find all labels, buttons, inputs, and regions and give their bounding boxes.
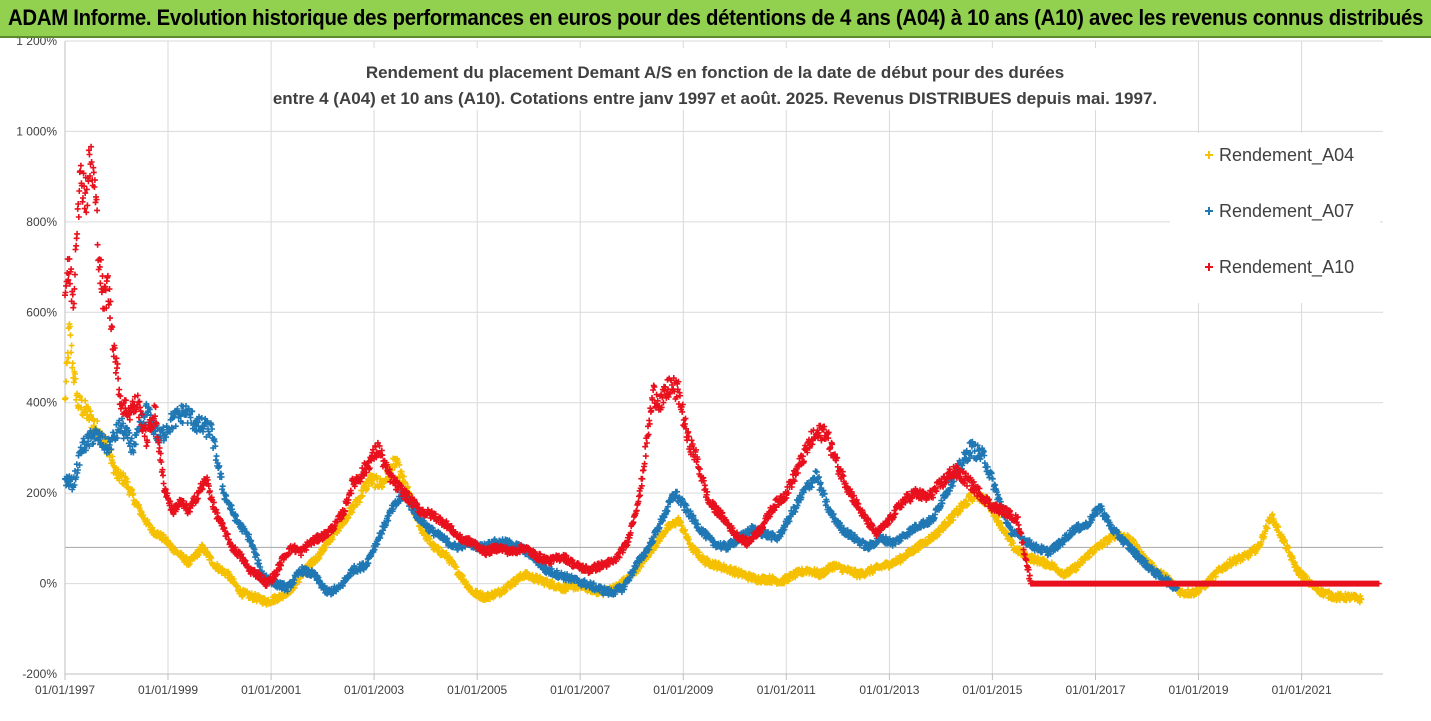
chart-svg: -200% 0% 200% 400% 600% 800% 1 000% 1 200% 01/01…: [16, 38, 1383, 697]
legend-marker: [1205, 263, 1213, 271]
x-tick-label: 01/01/2011: [757, 683, 816, 697]
series-Rendement_A04: [62, 321, 1365, 608]
y-tick-label: 600%: [26, 305, 57, 319]
series-Rendement_A10: [62, 143, 1382, 589]
x-tick-label: 01/01/2013: [859, 683, 919, 697]
legend: Rendement_A04 Rendement_A07 Rendement_A10: [1170, 133, 1380, 303]
report-banner: ADAM Informe. Evolution historique des p…: [0, 0, 1431, 38]
axes: -200% 0% 200% 400% 600% 800% 1 000% 1 200% 01/01…: [16, 38, 1383, 697]
y-tick-label: 200%: [26, 486, 57, 500]
series-markers-Rendement_A04: [62, 321, 1365, 608]
report-title: ADAM Informe. Evolution historique des p…: [8, 5, 1424, 30]
legend-label: Rendement_A07: [1219, 201, 1354, 222]
x-tick-label: 01/01/2001: [241, 683, 301, 697]
series-layer: [62, 143, 1382, 608]
x-tick-label: 01/01/2015: [962, 683, 1022, 697]
x-tick-label: 01/01/1999: [138, 683, 198, 697]
legend-label: Rendement_A10: [1219, 257, 1354, 278]
x-tick-label: 01/01/2019: [1168, 683, 1228, 697]
legend-item-Rendement_A07: Rendement_A07: [1205, 201, 1354, 222]
chart-title-line1: Rendement du placement Demant A/S en fon…: [366, 63, 1064, 82]
legend-item-Rendement_A10: Rendement_A10: [1205, 257, 1354, 278]
series-markers-Rendement_A10: [62, 143, 1382, 589]
legend-box: [1170, 133, 1380, 303]
x-tick-label: 01/01/2021: [1272, 683, 1332, 697]
x-tick-label: 01/01/2003: [344, 683, 404, 697]
x-tick-label: 01/01/2005: [447, 683, 507, 697]
x-tick-label: 01/01/2007: [550, 683, 610, 697]
y-tick-label: -200%: [22, 667, 57, 681]
y-tick-label: 1 200%: [16, 38, 57, 48]
legend-label: Rendement_A04: [1219, 145, 1354, 166]
y-tick-label: 800%: [26, 215, 57, 229]
chart-title-line2: entre 4 (A04) et 10 ans (A10). Cotations…: [273, 89, 1157, 108]
x-tick-label: 01/01/2017: [1065, 683, 1125, 697]
legend-item-Rendement_A04: Rendement_A04: [1205, 145, 1354, 166]
chart-title-area: Rendement du placement Demant A/S en fon…: [273, 48, 1157, 110]
series-markers-Rendement_A07: [62, 400, 1180, 598]
x-tick-label: 01/01/1997: [35, 683, 95, 697]
legend-marker: [1205, 207, 1213, 215]
legend-marker: [1205, 151, 1213, 159]
y-tick-label: 1 000%: [16, 124, 57, 138]
y-tick-label: 400%: [26, 396, 57, 410]
x-tick-label: 01/01/2009: [653, 683, 713, 697]
series-Rendement_A07: [62, 400, 1180, 598]
y-tick-label: 0%: [40, 577, 58, 591]
